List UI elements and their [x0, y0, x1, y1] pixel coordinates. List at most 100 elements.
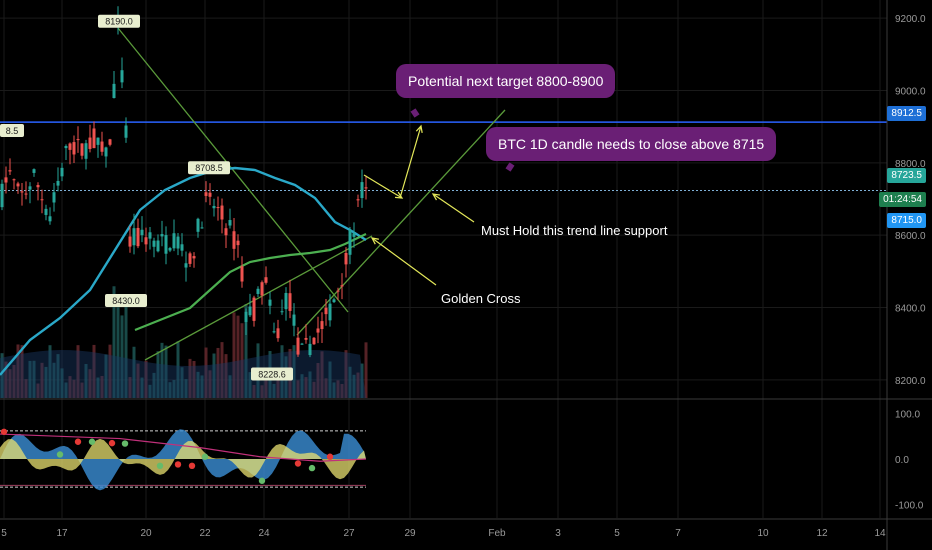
volume-bars	[0, 286, 368, 398]
candle-body	[100, 141, 104, 152]
candle-body	[92, 128, 96, 149]
candle-body	[200, 227, 204, 229]
volume-bar	[232, 312, 236, 398]
volume-bar	[340, 384, 344, 398]
volume-bar	[172, 379, 176, 398]
candle-body	[236, 240, 240, 246]
candle-body	[56, 180, 60, 186]
candle-body	[84, 143, 88, 159]
volume-bar	[20, 345, 24, 398]
x-tick-label: 5	[1, 528, 7, 539]
candle-body	[148, 232, 152, 239]
volume-bar	[52, 362, 56, 398]
volume-bar	[292, 345, 296, 398]
oscillator-panel	[0, 428, 367, 491]
price-tick-label: 8600.0	[895, 231, 926, 242]
candle-body	[260, 282, 264, 296]
callout-pointer	[505, 162, 515, 172]
volume-bar	[128, 377, 132, 398]
x-tick-label: 10	[757, 528, 769, 539]
volume-bar	[208, 370, 212, 398]
volume-bar	[72, 379, 76, 398]
candle-body	[160, 234, 164, 237]
candle-body	[360, 182, 364, 199]
candle-body	[196, 218, 200, 232]
volume-bar	[16, 344, 20, 398]
candle-body	[312, 337, 316, 345]
arrow-to-target-head	[415, 124, 423, 134]
candle-body	[28, 186, 32, 190]
candle-body	[44, 208, 48, 215]
candle-body	[172, 233, 176, 249]
candle-body	[120, 70, 124, 83]
osc-cross-dot	[56, 451, 64, 458]
volume-bar	[204, 347, 208, 398]
volume-bar	[272, 383, 276, 398]
price-marker-box	[98, 14, 140, 28]
price-tick-label: 8800.0	[895, 159, 926, 170]
candle-body	[328, 303, 332, 321]
candle-body	[64, 146, 68, 149]
arrow-trend-support	[432, 193, 475, 223]
volume-bar	[88, 369, 92, 398]
callout-target: Potential next target 8800-8900	[396, 64, 616, 98]
volume-bar	[200, 375, 204, 398]
volume-bar	[196, 371, 200, 398]
support-trend-line-2	[296, 109, 506, 336]
price-marker-label: 8190.0	[105, 17, 133, 27]
volume-bar	[176, 341, 180, 398]
volume-bar	[96, 377, 100, 398]
note-trend-support: Must Hold this trend line support	[481, 223, 668, 238]
volume-bar	[28, 360, 32, 398]
candle-body	[308, 343, 312, 356]
x-tick-label: 3	[555, 528, 561, 539]
volume-bar	[144, 360, 148, 398]
x-tick-label: 17	[56, 528, 68, 539]
price-marker-label: 8.5	[6, 126, 19, 136]
volume-bar	[192, 360, 196, 398]
candle-body	[76, 139, 80, 141]
osc-cross-dot	[0, 428, 8, 435]
osc-cross-dot	[174, 461, 182, 468]
candle-body	[232, 231, 236, 249]
volume-bar	[252, 385, 256, 398]
candle-body	[324, 307, 328, 315]
ma-slow-line	[134, 233, 367, 332]
price-markers: 8190.0 8.5 8708.5 8430.0 8228.6	[0, 14, 293, 381]
candle-body	[364, 187, 368, 189]
countdown-badge: 01:24:54	[879, 192, 926, 207]
x-tick-label: 27	[343, 528, 355, 539]
volume-bar	[80, 382, 84, 398]
candle-body	[220, 205, 224, 220]
candle-body	[344, 252, 348, 265]
candle-body	[176, 236, 180, 249]
candle-body	[320, 321, 324, 330]
osc-tick-label: 100.0	[895, 410, 920, 421]
candle-body	[192, 256, 196, 259]
osc-tick-label: -100.0	[895, 500, 924, 511]
volume-bar	[344, 350, 348, 398]
candle-body	[300, 343, 304, 345]
osc-blue-area	[0, 429, 366, 491]
candle-body	[68, 143, 72, 150]
candle-body	[316, 328, 320, 333]
volume-bar	[352, 374, 356, 398]
candle-body	[204, 192, 208, 196]
osc-cross-dot	[156, 462, 164, 470]
candle-body	[244, 311, 248, 322]
volume-bar	[112, 286, 116, 398]
candle-body	[180, 244, 184, 251]
volume-bar	[164, 345, 168, 398]
candle-body	[152, 240, 156, 247]
downtrend-line	[117, 27, 349, 313]
candle-body	[108, 139, 112, 145]
volume-bar	[4, 361, 8, 398]
candle-body	[248, 306, 252, 316]
candle-body	[304, 337, 308, 340]
volume-bar	[68, 376, 72, 398]
price-tick-label: 8400.0	[895, 304, 926, 315]
volume-bar	[244, 304, 248, 398]
volume-bar	[168, 382, 172, 398]
candle-body	[212, 205, 216, 209]
